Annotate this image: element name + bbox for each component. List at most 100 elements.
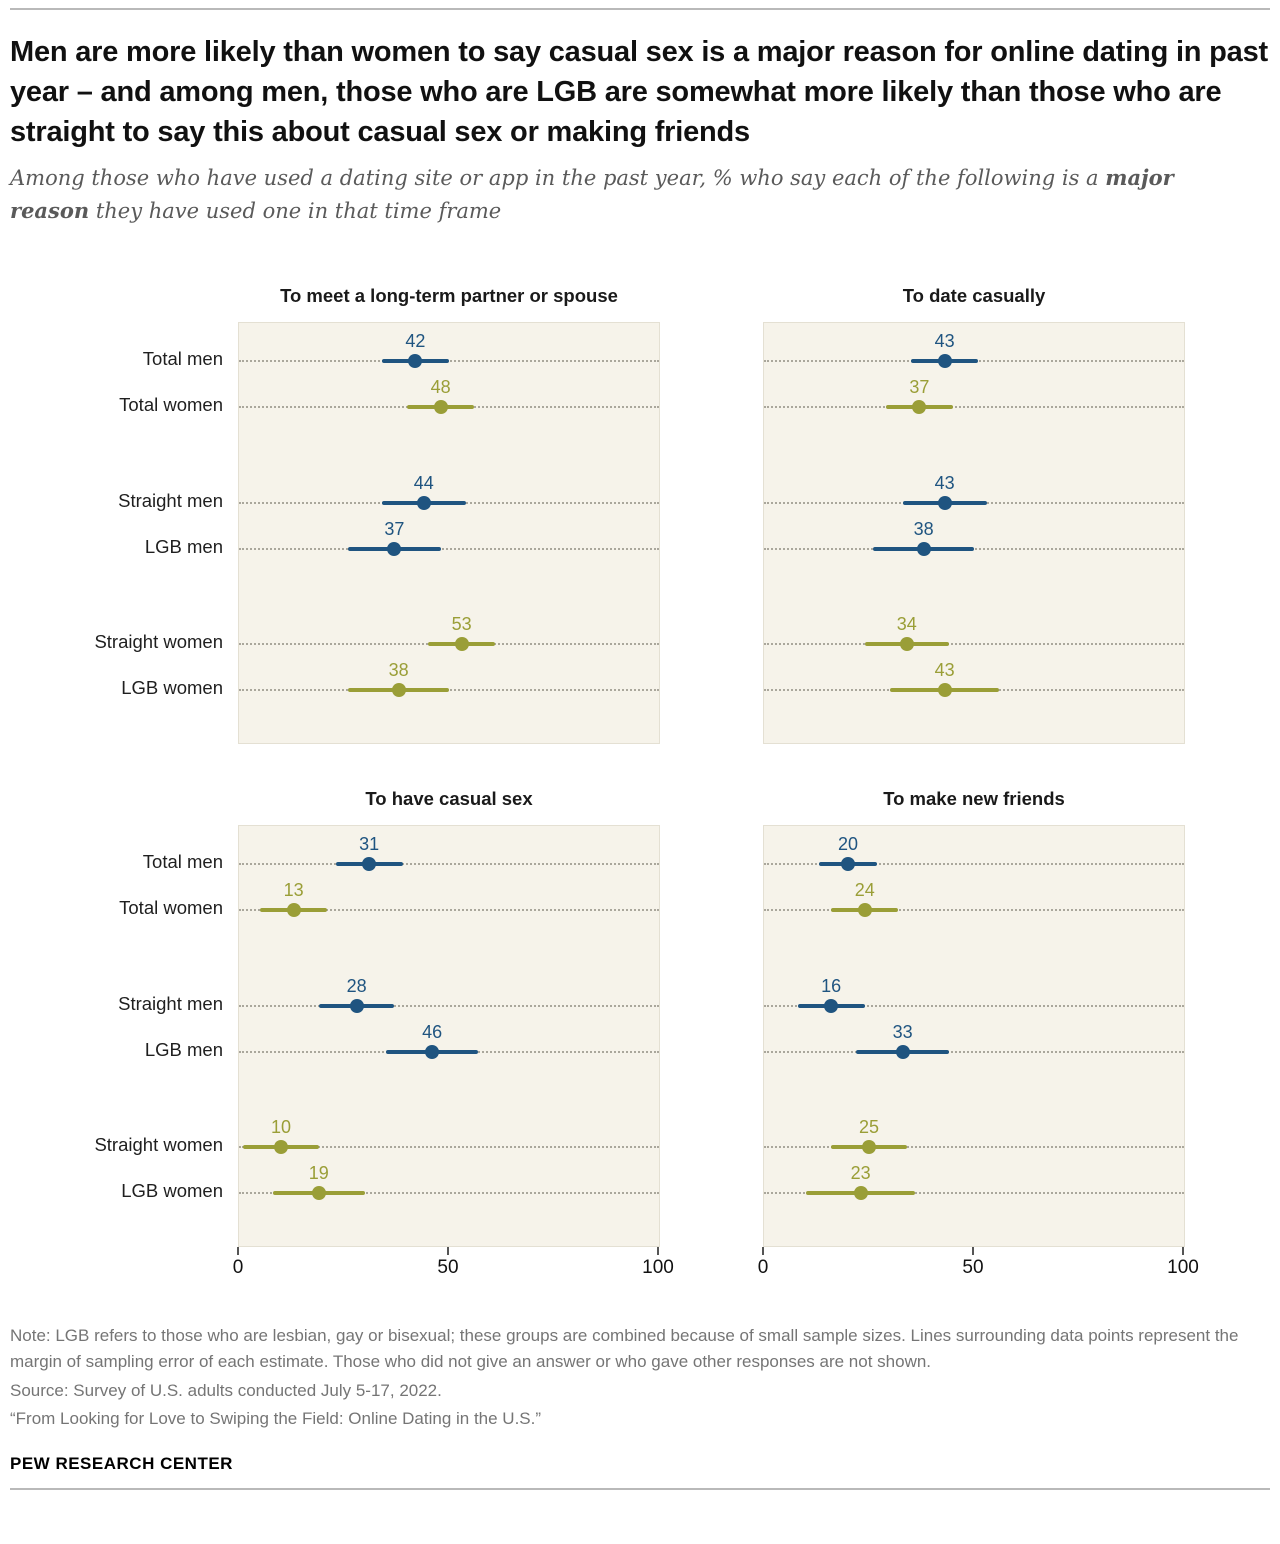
leader-line xyxy=(239,1146,659,1149)
category-label: Total women xyxy=(119,897,223,919)
category-label: LGB men xyxy=(144,536,223,558)
data-point-dot xyxy=(937,683,952,698)
chart-panel: To meet a long-term partner or spouse 42 T… xyxy=(94,285,660,745)
category-label: Total men xyxy=(142,348,223,370)
x-axis: 0 50 100 xyxy=(758,1247,1199,1293)
leader-line xyxy=(239,360,659,363)
plot-area: 43 37 43 38 34 43 xyxy=(763,322,1185,745)
data-point-dot xyxy=(912,400,927,415)
value-label: 23 xyxy=(850,1163,871,1184)
x-axis: 0 50 100 xyxy=(233,1247,674,1293)
category-label: LGB women xyxy=(121,1180,223,1202)
leader-line xyxy=(764,548,1184,551)
data-point-dot xyxy=(433,400,448,415)
data-point-dot xyxy=(416,496,431,511)
page-title: Men are more likely than women to say ca… xyxy=(10,36,1268,149)
axis-tick xyxy=(762,1247,764,1256)
bottom-divider xyxy=(10,1488,1270,1491)
axis-tick xyxy=(447,1247,449,1256)
data-point-dot xyxy=(841,857,855,872)
data-point-dot xyxy=(853,1186,868,1201)
leader-line xyxy=(239,689,659,692)
note-text: Note: LGB refers to those who are lesbia… xyxy=(10,1326,1239,1372)
value-label: 46 xyxy=(422,1022,443,1043)
axis-tick-label: 100 xyxy=(1167,1257,1199,1279)
value-label: 31 xyxy=(359,834,380,855)
value-label: 38 xyxy=(388,660,409,681)
data-point-dot xyxy=(286,903,301,918)
plot-area: 20 24 16 33 25 23 xyxy=(763,825,1185,1248)
value-label: 10 xyxy=(270,1117,292,1138)
axis-tick xyxy=(657,1247,659,1256)
category-label: Straight men xyxy=(118,490,223,512)
leader-line xyxy=(764,909,1184,912)
data-point-dot xyxy=(391,683,406,698)
axis-tick-label: 50 xyxy=(962,1257,984,1279)
value-label: 19 xyxy=(308,1163,329,1184)
plot-area: 31 Total men 13 Total women 28 Straight men 46… xyxy=(94,825,660,1248)
category-label: Total men xyxy=(142,851,223,873)
data-point-dot xyxy=(937,354,952,369)
chart-panel: To date casually 43 37 43 38 34 43 xyxy=(763,285,1185,745)
top-divider xyxy=(10,8,1270,10)
plot-area: 42 Total men 48 Total women 44 Straight men 37… xyxy=(94,322,660,745)
leader-line xyxy=(764,406,1184,409)
leader-line xyxy=(239,1192,659,1195)
panel-title: To date casually xyxy=(902,285,1046,307)
value-label: 28 xyxy=(346,976,367,997)
data-point-dot xyxy=(454,637,469,652)
subtitle-text: Among those who have used a dating site … xyxy=(10,166,1106,191)
data-point-dot xyxy=(862,1140,876,1155)
panel-title: To have casual sex xyxy=(365,788,533,810)
data-point-dot xyxy=(899,637,914,652)
pew-research-center-wordmark: PEW RESEARCH CENTER xyxy=(10,1454,233,1474)
leader-line xyxy=(239,1005,659,1008)
value-label: 43 xyxy=(934,331,955,352)
value-label: 37 xyxy=(909,377,930,398)
data-point-dot xyxy=(362,857,377,872)
axis-tick xyxy=(1182,1247,1184,1256)
value-label: 48 xyxy=(430,377,451,398)
leader-line xyxy=(764,1051,1184,1054)
leader-line xyxy=(764,1192,1184,1195)
value-label: 16 xyxy=(821,976,842,997)
data-point-dot xyxy=(916,542,931,557)
axis-tick-label: 50 xyxy=(437,1257,459,1279)
report-title-text: “From Looking for Love to Swiping the Fi… xyxy=(10,1409,542,1429)
chart-panel: To have casual sex 31 Total men 13 Total wom… xyxy=(94,788,674,1293)
chart-panel: To make new friends 20 24 16 33 25 23 0 50 100 xyxy=(758,788,1199,1293)
value-label: 53 xyxy=(451,614,472,635)
data-point-dot xyxy=(349,999,364,1014)
value-label: 37 xyxy=(384,519,405,540)
charts-grid: To meet a long-term partner or spouse 42 T… xyxy=(10,285,1270,1293)
value-label: 34 xyxy=(896,614,917,635)
category-label: Straight men xyxy=(118,993,223,1015)
leader-line xyxy=(239,909,659,912)
value-label: 13 xyxy=(283,880,304,901)
value-label: 25 xyxy=(858,1117,880,1138)
leader-line xyxy=(764,643,1184,646)
leader-line xyxy=(239,548,659,551)
value-label: 38 xyxy=(913,519,934,540)
value-label: 44 xyxy=(413,473,434,494)
page-subtitle: Among those who have used a dating site … xyxy=(10,162,1200,227)
data-point-dot xyxy=(895,1045,910,1060)
data-point-dot xyxy=(824,999,839,1014)
data-point-dot xyxy=(425,1045,440,1060)
leader-line xyxy=(764,1146,1184,1149)
subtitle-text-end: they have used one in that time frame xyxy=(89,198,502,223)
leader-line xyxy=(764,1005,1184,1008)
value-label: 20 xyxy=(837,834,859,855)
axis-tick-label: 100 xyxy=(642,1257,674,1279)
value-label: 42 xyxy=(405,331,426,352)
panel-title: To meet a long-term partner or spouse xyxy=(280,285,618,307)
leader-line xyxy=(239,863,659,866)
data-point-dot xyxy=(937,496,952,511)
category-label: LGB men xyxy=(144,1039,223,1061)
category-label: Total women xyxy=(119,394,223,416)
axis-tick-label: 0 xyxy=(232,1257,244,1279)
data-point-dot xyxy=(408,354,423,369)
value-label: 43 xyxy=(934,473,955,494)
data-point-dot xyxy=(387,542,402,557)
data-point-dot xyxy=(857,903,872,918)
